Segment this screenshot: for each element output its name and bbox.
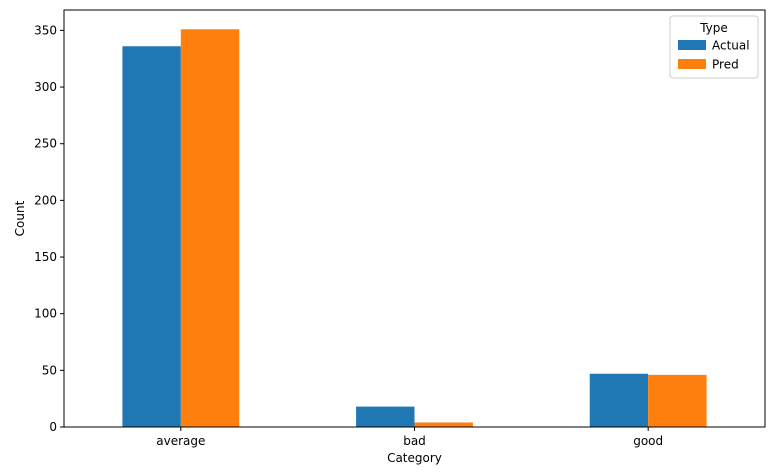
legend-swatch-pred [678, 59, 706, 69]
bars-group [122, 29, 707, 428]
y-tick-label: 50 [42, 363, 57, 377]
y-tick-label: 100 [34, 307, 57, 321]
y-tick-label: 300 [34, 80, 57, 94]
bar-actual-bad [356, 406, 415, 427]
y-tick-label: 150 [34, 250, 57, 264]
legend-label-actual: Actual [712, 39, 750, 53]
y-axis-ticks: 0 50 100 150 200 250 300 350 [34, 23, 64, 434]
plot-frame [63, 9, 766, 428]
y-tick-label: 0 [49, 420, 57, 434]
y-tick-label: 250 [34, 137, 57, 151]
x-tick-label: bad [403, 434, 426, 448]
x-axis-ticks: average bad good [156, 427, 663, 448]
legend: Type Actual Pred [669, 15, 759, 79]
legend-label-pred: Pred [712, 58, 739, 72]
x-tick-label: good [633, 434, 663, 448]
bar-pred-bad [414, 422, 473, 427]
bar-actual-good [589, 373, 649, 427]
y-axis-title: Count [13, 200, 27, 236]
bar-pred-average [180, 29, 240, 427]
y-tick-label: 350 [34, 23, 57, 37]
bar-actual-average [122, 46, 181, 427]
x-tick-label: average [156, 434, 205, 448]
legend-title: Type [699, 21, 728, 35]
legend-swatch-actual [678, 40, 706, 50]
x-axis-title: Category [387, 451, 442, 465]
y-tick-label: 200 [34, 193, 57, 207]
bar-pred-good [648, 374, 707, 428]
